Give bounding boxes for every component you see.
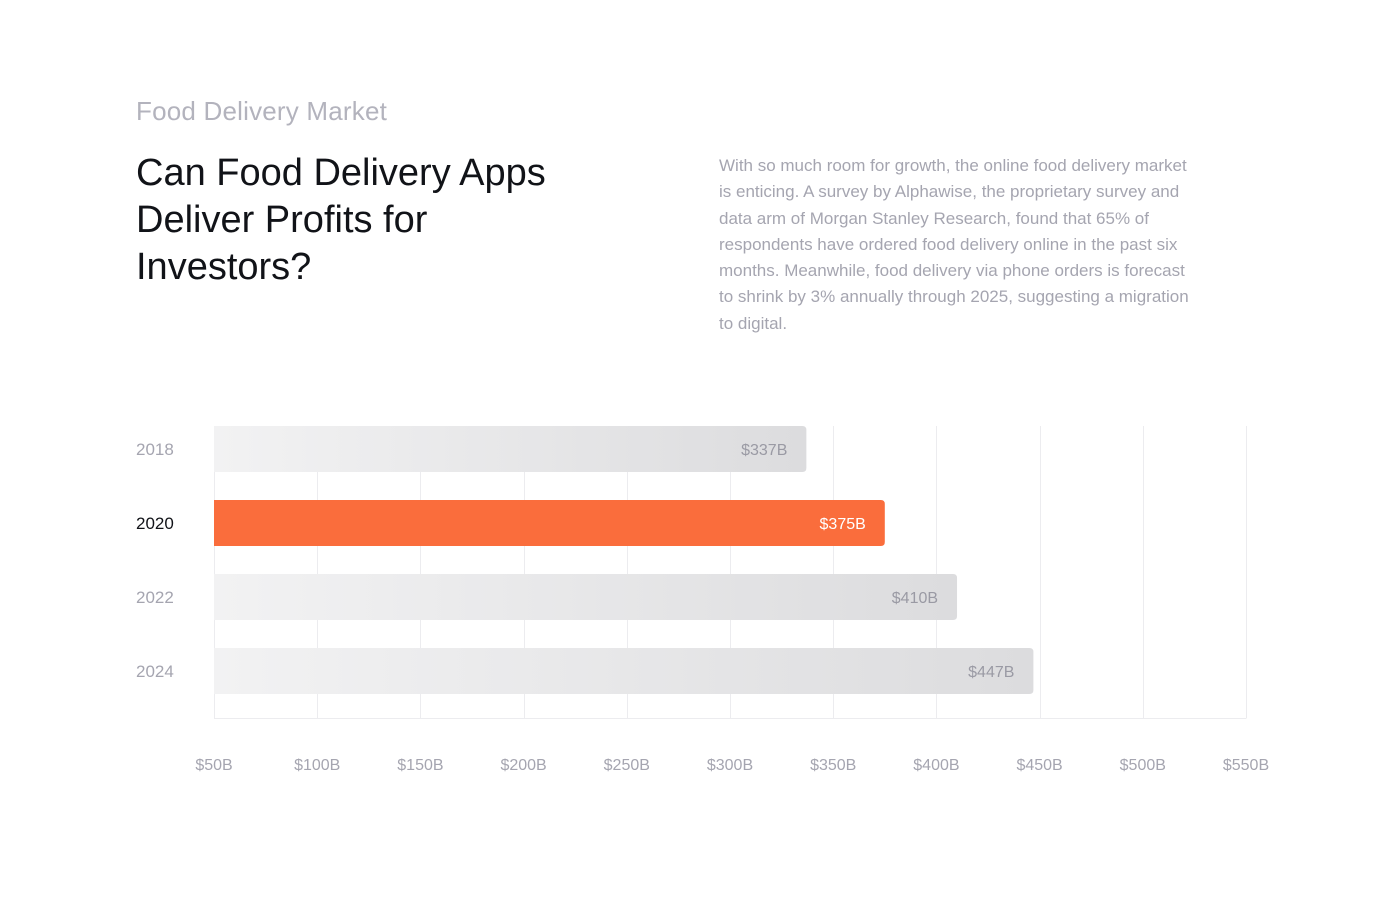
category-labels: 2018 2020 2022 2024 <box>136 440 174 681</box>
bar-value-label-2018: $337B <box>741 442 787 459</box>
category-label-2024: 2024 <box>136 662 174 681</box>
x-tick-label: $200B <box>500 757 546 774</box>
x-tick-label: $300B <box>707 757 753 774</box>
bar-2024 <box>214 648 1034 694</box>
page-title: Can Food Delivery Apps Deliver Profits f… <box>136 152 546 288</box>
x-tick-label: $500B <box>1120 757 1166 774</box>
description-paragraph: With so much room for growth, the online… <box>719 156 1189 333</box>
category-label-2022: 2022 <box>136 588 174 607</box>
bars <box>214 426 1034 694</box>
category-label-2020: 2020 <box>136 514 174 533</box>
bar-value-label-2020: $375B <box>820 516 866 533</box>
bar-value-label-2022: $410B <box>892 590 938 607</box>
x-tick-label: $400B <box>913 757 959 774</box>
x-tick-label: $150B <box>397 757 443 774</box>
bar-2018 <box>214 426 807 472</box>
x-axis-tick-labels: $50B $100B $150B $200B $250B $300B $350B $400B $… <box>195 757 1269 774</box>
bar-value-labels: $337B $375B $410B $447B <box>741 442 1014 681</box>
x-tick-label: $50B <box>195 757 232 774</box>
category-label-2018: 2018 <box>136 440 174 459</box>
bar-2022 <box>214 574 958 620</box>
header-eyebrow: Food Delivery Market <box>136 96 388 126</box>
x-tick-label: $250B <box>604 757 650 774</box>
bar-2020 <box>214 500 885 546</box>
x-tick-label: $450B <box>1016 757 1062 774</box>
bar-value-label-2024: $447B <box>968 664 1014 681</box>
x-tick-label: $350B <box>810 757 856 774</box>
x-tick-label: $100B <box>294 757 340 774</box>
x-tick-label: $550B <box>1223 757 1269 774</box>
